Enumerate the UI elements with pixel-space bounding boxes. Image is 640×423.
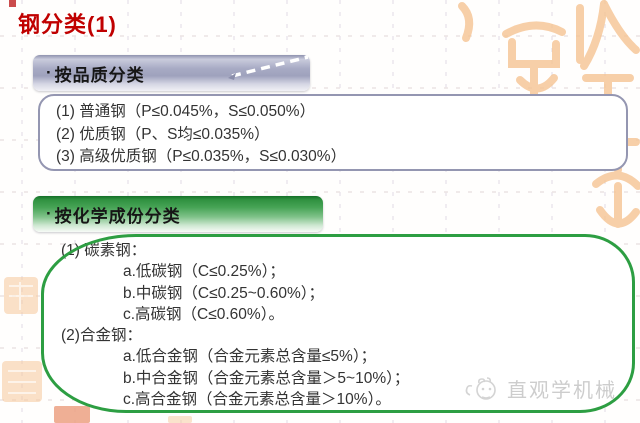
watermark: 直观学机械 <box>462 374 617 403</box>
quality-item-3: (3) 高级优质钢（P≤0.035%，S≤0.030%） <box>56 148 347 165</box>
section-header-chemical-label: 按化学成份分类 <box>54 206 181 226</box>
chem-item-high-alloy: c.高合金钢（合金元素总含量＞10%）。 <box>123 391 391 409</box>
quality-item-1: (1) 普通钢（P≤0.045%，S≤0.050%） <box>56 103 316 120</box>
section-header-quality: · 按品质分类 <box>33 55 310 91</box>
section-header-chemical: · 按化学成份分类 <box>33 196 323 232</box>
quality-item-2: (2) 优质钢（P、S均≤0.035%） <box>56 125 270 143</box>
page-title: 钢分类(1) <box>18 12 117 37</box>
chem-item-low-alloy: a.低合金钢（合金元素总含量≤5%）； <box>123 348 377 366</box>
chemical-classification-box: (1) 碳素钢： a.低碳钢（C≤0.25%）； b.中碳钢（C≤0.25~0.… <box>41 234 635 413</box>
chem-item-mid-alloy: b.中合金钢（合金元素总含量＞5~10%）； <box>123 369 410 387</box>
chem-item-high-carbon: c.高碳钢（C≤0.60%）。 <box>123 305 284 323</box>
chem-item-mid-carbon: b.中碳钢（C≤0.25~0.60%）； <box>123 284 325 302</box>
chem-item-low-carbon: a.低碳钢（C≤0.25%）； <box>123 263 285 281</box>
watermark-label: 直观学机械 <box>507 380 617 402</box>
bullet-dot: · <box>46 204 53 223</box>
chem-item-alloy-steel: (2)合金钢： <box>61 327 142 345</box>
mascot-icon <box>465 376 496 400</box>
bullet-dot: · <box>46 63 53 82</box>
chem-item-carbon-steel: (1) 碳素钢： <box>61 242 147 259</box>
quality-classification-box: (1) 普通钢（P≤0.045%，S≤0.050%） (2) 优质钢（P、S均≤… <box>38 94 628 171</box>
dashed-arrow-icon <box>228 55 309 80</box>
section-header-quality-label: 按品质分类 <box>54 65 145 85</box>
